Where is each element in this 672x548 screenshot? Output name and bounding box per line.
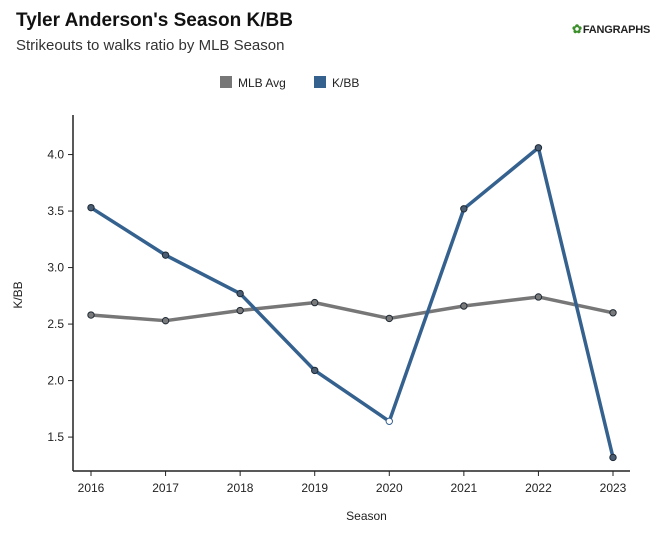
y-tick-label: 3.0 xyxy=(47,261,64,275)
y-tick-label: 3.5 xyxy=(47,204,64,218)
data-point xyxy=(609,453,617,462)
y-tick-label: 2.0 xyxy=(47,374,64,388)
series-layer xyxy=(87,144,617,462)
chart-title: Tyler Anderson's Season K/BB xyxy=(16,10,293,31)
x-tick-label: 2020 xyxy=(376,481,403,495)
x-tick-label: 2017 xyxy=(152,481,179,495)
data-point xyxy=(161,316,170,325)
data-point xyxy=(311,366,319,375)
x-tick-label: 2023 xyxy=(600,481,627,495)
data-point xyxy=(385,314,393,323)
x-tick-label: 2019 xyxy=(301,481,328,495)
x-tick-label: 2021 xyxy=(451,481,478,495)
data-point xyxy=(161,251,170,259)
y-tick-label: 2.5 xyxy=(47,317,64,331)
data-point xyxy=(236,306,244,315)
x-tick-label: 2016 xyxy=(78,481,105,495)
axes: 1.5 2.0 2.5 3.0 3.5 4.0 2016 2017 2018 2019 2020 20… xyxy=(11,115,630,523)
data-point xyxy=(460,205,468,213)
legend-swatch xyxy=(314,76,326,88)
y-tick-label: 4.0 xyxy=(47,148,64,162)
data-point xyxy=(236,289,244,298)
series-line xyxy=(89,146,615,460)
legend-swatch xyxy=(220,76,232,88)
data-point xyxy=(534,144,543,152)
series-line xyxy=(89,295,615,323)
x-tick-label: 2018 xyxy=(227,481,254,495)
data-point xyxy=(87,311,95,319)
data-point xyxy=(311,298,319,307)
y-axis-title: K/BB xyxy=(11,281,25,308)
logo-text: FANGRAPHS xyxy=(582,24,651,36)
x-axis-title: Season xyxy=(346,509,387,523)
data-point xyxy=(460,302,468,310)
legend: MLB Avg K/BB xyxy=(220,76,359,90)
chart-subtitle: Strikeouts to walks ratio by MLB Season xyxy=(16,37,285,54)
data-point xyxy=(609,309,617,317)
data-point xyxy=(385,417,393,425)
fangraphs-logo: ✿FANGRAPHS xyxy=(572,22,650,36)
legend-label: K/BB xyxy=(332,76,359,90)
data-point xyxy=(534,293,543,301)
data-point xyxy=(87,203,95,212)
legend-label: MLB Avg xyxy=(238,76,286,90)
y-tick-label: 1.5 xyxy=(47,430,64,444)
x-tick-label: 2022 xyxy=(525,481,552,495)
fangraphs-leaf-icon: ✿ xyxy=(572,22,582,36)
